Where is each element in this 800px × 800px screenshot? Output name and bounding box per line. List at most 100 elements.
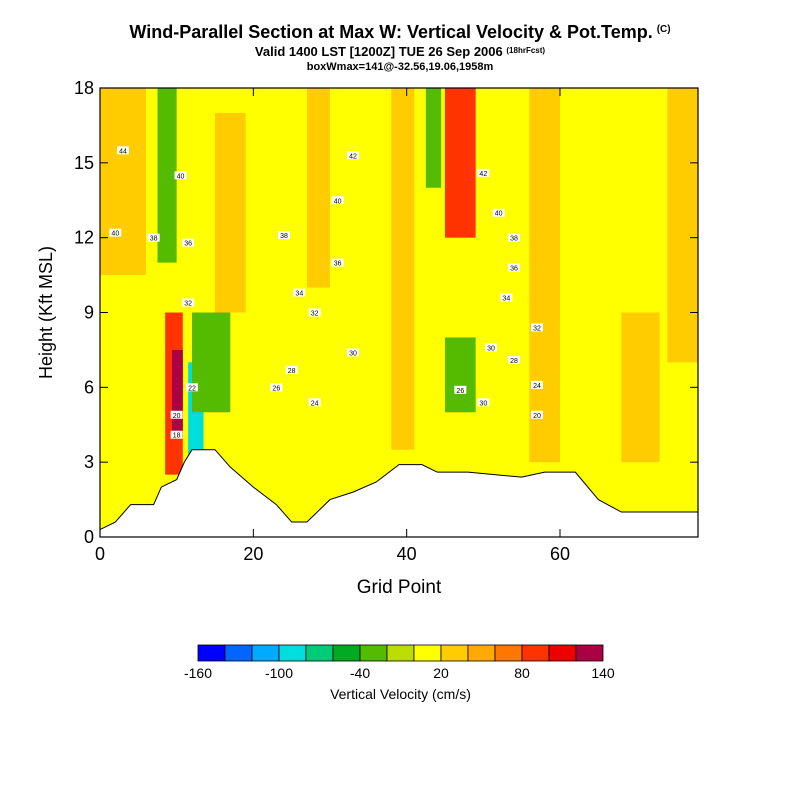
contour-label: 18 — [170, 430, 183, 440]
y-axis-label: Height (Kft MSL) — [36, 246, 56, 379]
svg-text:28: 28 — [510, 358, 518, 365]
contour-label: 38 — [278, 231, 290, 240]
colorbar-swatch — [305, 644, 334, 662]
colorbar-swatch — [521, 644, 550, 662]
colorbar-swatch — [224, 644, 253, 662]
y-tick-label: 3 — [84, 452, 94, 472]
contour-label: 32 — [308, 308, 321, 318]
chart-title: Wind-Parallel Section at Max W: Vertical… — [0, 22, 800, 43]
contour-label: 28 — [508, 355, 520, 365]
contour-label: 40 — [109, 228, 122, 238]
contour-label: 24 — [531, 380, 543, 390]
contour-label: 36 — [182, 238, 195, 248]
y-tick-label: 12 — [74, 228, 94, 248]
w-cell — [172, 349, 183, 438]
x-tick-label: 40 — [397, 544, 417, 564]
colorbar-tick-label: 140 — [591, 665, 615, 681]
contour-label: 20 — [531, 410, 543, 420]
contour-label: 40 — [174, 171, 187, 180]
svg-text:26: 26 — [272, 385, 280, 392]
contour-label: 26 — [270, 383, 283, 392]
colorbar-tick-label: 20 — [433, 665, 449, 681]
colorbar-swatch — [494, 644, 523, 662]
colorbar-label: Vertical Velocity (cm/s) — [330, 686, 471, 702]
svg-text:32: 32 — [311, 311, 319, 318]
colorbar-swatch — [440, 644, 469, 662]
svg-text:40: 40 — [334, 198, 342, 205]
svg-text:30: 30 — [479, 400, 487, 407]
w-cell — [215, 112, 246, 313]
svg-text:24: 24 — [533, 383, 541, 390]
svg-text:32: 32 — [184, 301, 192, 308]
contour-label: 42 — [347, 151, 359, 160]
svg-text:24: 24 — [311, 400, 319, 407]
x-tick-label: 60 — [550, 544, 570, 564]
valid-time: Valid 1400 LST [1200Z] TUE 26 Sep 2006 — [254, 44, 503, 59]
colorbar-swatch — [548, 644, 577, 662]
contour-label: 30 — [485, 343, 497, 352]
contour-label: 30 — [477, 398, 490, 407]
contour-label: 32 — [182, 298, 195, 308]
terrain — [100, 449, 698, 537]
colorbar-swatch — [197, 644, 226, 662]
colorbar-tick-label: 80 — [514, 665, 530, 681]
contour-label: 28 — [285, 365, 298, 375]
svg-text:18: 18 — [173, 433, 181, 440]
svg-text:38: 38 — [510, 236, 518, 243]
w-cell — [445, 88, 476, 238]
colorbar-swatch — [467, 644, 496, 662]
w-cell — [157, 88, 177, 263]
w-cell — [391, 88, 415, 450]
svg-text:28: 28 — [288, 368, 296, 375]
y-tick-label: 18 — [74, 78, 94, 98]
y-tick-label: 6 — [84, 377, 94, 397]
contour-label: 44 — [117, 146, 129, 155]
colorbar-tick-label: -100 — [265, 665, 293, 681]
w-cell — [192, 312, 231, 413]
w-cell — [425, 88, 442, 188]
colorbar-swatch — [413, 644, 442, 662]
contour-label: 20 — [170, 410, 183, 420]
svg-text:36: 36 — [334, 261, 342, 268]
contour-label: 22 — [186, 383, 198, 392]
contour-label: 34 — [500, 293, 513, 303]
w-cell — [445, 337, 476, 413]
svg-text:26: 26 — [456, 388, 464, 395]
forecast-hour: (18hrFcst) — [506, 46, 546, 55]
svg-text:40: 40 — [111, 231, 119, 238]
contour-label: 36 — [508, 263, 520, 273]
svg-text:34: 34 — [295, 291, 303, 298]
contour-label: 38 — [508, 233, 520, 243]
colorbar-tick-label: -40 — [350, 665, 370, 681]
svg-text:30: 30 — [349, 350, 357, 357]
svg-text:36: 36 — [184, 241, 192, 248]
colorbar-swatch — [575, 644, 604, 662]
colorbar-swatch — [332, 644, 361, 662]
contour-label: 30 — [347, 348, 359, 357]
chart-subtitle: Valid 1400 LST [1200Z] TUE 26 Sep 2006 (… — [0, 44, 800, 59]
w-cell — [100, 88, 146, 276]
svg-text:30: 30 — [487, 345, 495, 352]
x-tick-label: 0 — [95, 544, 105, 564]
svg-text:32: 32 — [533, 325, 541, 332]
colorbar-swatch — [386, 644, 415, 662]
svg-text:44: 44 — [119, 148, 127, 155]
colorbar-tick-label: -160 — [184, 665, 212, 681]
box-info: boxWmax=141@-32.56,19.06,1958m — [306, 61, 494, 73]
svg-text:36: 36 — [510, 266, 518, 273]
x-tick-label: 20 — [243, 544, 263, 564]
svg-text:20: 20 — [173, 413, 181, 420]
copyright-mark: (C) — [656, 24, 671, 35]
svg-text:38: 38 — [150, 236, 158, 243]
colorbar-swatch — [278, 644, 307, 662]
svg-text:20: 20 — [533, 413, 541, 420]
y-tick-label: 15 — [74, 153, 94, 173]
svg-text:40: 40 — [177, 173, 185, 180]
chart-title-text: Wind-Parallel Section at Max W: Vertical… — [129, 22, 653, 42]
y-tick-label: 9 — [84, 303, 94, 323]
w-cell — [307, 88, 330, 288]
svg-text:42: 42 — [349, 153, 357, 160]
w-cell — [667, 88, 698, 363]
contour-label: 42 — [477, 168, 490, 178]
